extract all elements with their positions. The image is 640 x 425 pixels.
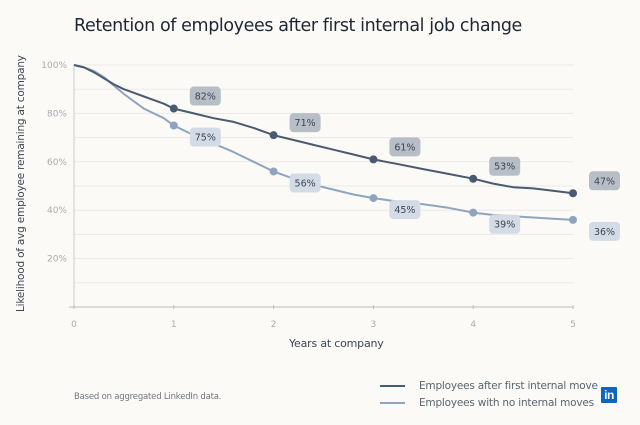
data-label-text: 39%	[494, 220, 515, 231]
y-axis-label: Likelihood of avg employee remaining at …	[15, 55, 27, 312]
data-point	[169, 104, 178, 113]
legend-item-internal-move: Employees after first internal move	[380, 377, 598, 394]
data-point	[269, 167, 278, 176]
data-point	[269, 131, 278, 140]
data-label: 53%	[489, 156, 521, 176]
data-label-bg	[189, 86, 221, 106]
data-label-bg	[489, 214, 521, 234]
series-line-1	[73, 64, 574, 221]
legend-label: Employees with no internal moves	[419, 396, 594, 409]
axes	[69, 65, 573, 308]
x-tick-label: 5	[570, 320, 576, 330]
x-tick-label: 1	[171, 320, 177, 330]
data-point	[369, 194, 378, 203]
data-label-text: 56%	[295, 178, 316, 189]
data-label-bg	[389, 137, 421, 157]
data-label-text: 45%	[394, 205, 415, 216]
y-tick-label: 40%	[47, 206, 67, 216]
source-note: Based on aggregated LinkedIn data.	[74, 392, 222, 402]
data-point	[469, 174, 478, 183]
x-tick-label: 3	[371, 320, 377, 330]
legend-item-no-moves: Employees with no internal moves	[380, 394, 598, 411]
linkedin-logo-icon: in	[601, 387, 617, 403]
y-tick-label: 80%	[47, 109, 67, 119]
data-label-bg	[289, 113, 321, 133]
y-tick-label: 100%	[41, 61, 67, 71]
data-label: 45%	[389, 200, 421, 220]
data-point	[569, 215, 577, 224]
x-tick-label: 0	[71, 320, 77, 330]
data-label: 71%	[289, 113, 321, 133]
legend-swatch	[380, 384, 405, 387]
data-label-text: 71%	[295, 118, 316, 129]
gridlines	[74, 64, 573, 284]
data-label-text: 36%	[594, 227, 615, 238]
data-label: 75%	[189, 127, 221, 147]
series-markers	[169, 104, 577, 224]
data-point	[569, 189, 577, 198]
data-label-bg	[589, 221, 620, 241]
series-lines	[73, 64, 574, 221]
data-label: 61%	[389, 137, 421, 157]
data-label-bg	[189, 127, 221, 147]
data-label-bg	[289, 173, 321, 193]
data-point	[469, 208, 478, 217]
y-axis-ticks: 20% 40% 60% 80% 100%	[41, 61, 67, 265]
data-point	[169, 121, 178, 130]
data-label: 47%	[589, 171, 620, 191]
y-tick-label: 60%	[47, 158, 67, 168]
legend-label: Employees after first internal move	[419, 379, 598, 392]
data-label-bg	[389, 200, 421, 220]
x-axis-label: Years at company	[289, 337, 384, 350]
data-label: 56%	[289, 173, 321, 193]
data-label: 36%	[589, 221, 620, 241]
chart-title: Retention of employees after first inter…	[74, 16, 522, 36]
data-label-bg	[489, 156, 521, 176]
data-label-bg	[589, 171, 620, 191]
data-label-text: 75%	[195, 133, 216, 144]
data-label: 39%	[489, 214, 521, 234]
x-axis-ticks: 0 1 2 3 4 5	[71, 305, 576, 330]
data-label-text: 47%	[594, 176, 615, 187]
data-labels: 75% 56% 45% 39% 36% 82% 71% 61% 53% 47%	[189, 86, 620, 241]
legend-swatch	[380, 401, 405, 404]
data-point	[369, 155, 378, 164]
data-label-text: 61%	[394, 142, 415, 153]
y-tick-label: 20%	[47, 255, 67, 265]
data-label-text: 82%	[195, 92, 216, 103]
x-tick-label: 2	[271, 320, 277, 330]
legend: Employees after first internal move Empl…	[380, 377, 598, 411]
data-label-text: 53%	[494, 162, 515, 173]
data-label: 82%	[189, 86, 221, 106]
x-tick-label: 4	[470, 320, 476, 330]
